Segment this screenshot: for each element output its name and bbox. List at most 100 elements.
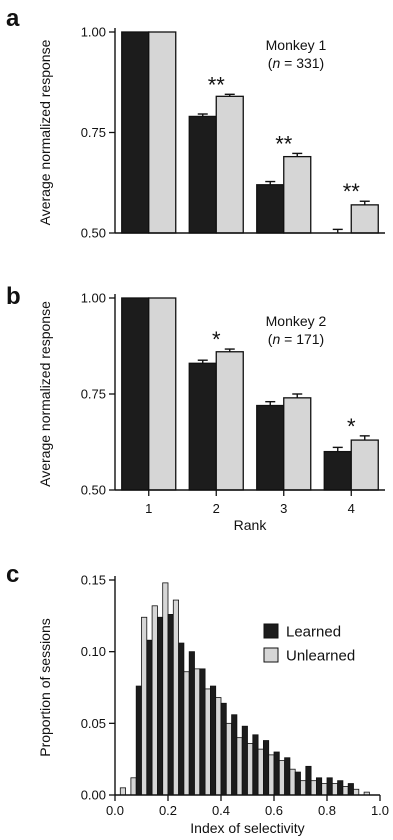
hist-bar-learned-7 <box>188 651 195 796</box>
x-tick-label-c-3: 0.6 <box>265 803 283 818</box>
legend-label-unlearned: Unlearned <box>286 648 355 665</box>
y-tick-label-b-0: 0.50 <box>81 483 106 498</box>
panel-b-annotation-line1: Monkey 2 <box>266 313 327 329</box>
chart-panel-c: 0.00 0.05 0.10 0.15 0.0 0.2 0.4 0.6 0.8 1.0 Propor… <box>37 573 389 837</box>
hist-bar-unlearned-21 <box>342 786 349 796</box>
hist-bar-unlearned-15 <box>278 760 285 796</box>
hist-bar-unlearned-9 <box>215 697 222 796</box>
chart-panel-a: 0.50 0.75 1.00 ** ** ** Average normalized res… <box>37 25 385 241</box>
significance-a-4: ** <box>343 179 361 204</box>
hist-bar-learned-2 <box>135 685 142 796</box>
significance-b-4: * <box>347 414 356 439</box>
significance-a-2: ** <box>208 72 226 97</box>
y-axis-label-a: Average normalized response <box>37 39 53 225</box>
legend-label-learned: Learned <box>286 624 341 641</box>
x-tick-label-c-2: 0.4 <box>212 803 230 818</box>
hist-bar-learned-19 <box>315 777 323 796</box>
hist-bar-learned-21 <box>337 780 344 796</box>
bar-a-learned-2 <box>188 115 217 234</box>
bar-b-learned-4 <box>323 450 352 491</box>
legend-swatch-unlearned <box>263 647 279 663</box>
y-tick-label-c-3: 0.15 <box>81 573 106 588</box>
y-tick-label-b-1: 0.75 <box>81 387 106 402</box>
panel-b-annotation-n: n <box>272 331 280 347</box>
bar-b-unlearned-4 <box>350 439 379 491</box>
hist-bar-unlearned-4 <box>162 582 169 796</box>
hist-bar-learned-9 <box>209 685 217 796</box>
hist-bar-learned-20 <box>326 777 333 796</box>
hist-bar-learned-5 <box>167 614 174 796</box>
x-tick-label-c-0: 0.0 <box>106 803 124 818</box>
bar-a-unlearned-1 <box>148 31 177 234</box>
panel-a-annotation-rest: = 331) <box>280 55 324 71</box>
panel-a-annotation-n: n <box>272 55 280 71</box>
bar-a-learned-1 <box>121 31 150 234</box>
hist-bar-learned-14 <box>262 740 270 796</box>
hist-bar-unlearned-1 <box>130 777 137 796</box>
x-axis-label-b: Rank <box>234 517 268 533</box>
hist-bar-learned-17 <box>294 771 301 796</box>
bar-a-unlearned-2 <box>215 95 244 234</box>
hist-bar-unlearned-8 <box>204 688 211 796</box>
bar-a-unlearned-4 <box>350 204 379 234</box>
hist-bar-learned-8 <box>199 668 206 796</box>
y-tick-label-a-2: 1.00 <box>81 25 106 40</box>
y-tick-label-b-2: 1.00 <box>81 291 106 306</box>
x-tick-label-b-3: 3 <box>280 501 287 516</box>
y-tick-label-a-0: 0.50 <box>81 226 106 241</box>
hist-bar-learned-10 <box>220 702 227 796</box>
panel-letter-c: c <box>6 561 19 588</box>
x-tick-label-c-4: 0.8 <box>318 803 336 818</box>
hist-bar-learned-4 <box>156 616 164 796</box>
x-axis-label-c: Index of selectivity <box>190 820 304 836</box>
y-axis-label-b: Average normalized response <box>37 301 53 487</box>
hist-bar-learned-18 <box>305 765 312 796</box>
x-tick-label-b-4: 4 <box>348 501 355 516</box>
y-tick-label-c-2: 0.10 <box>81 644 106 659</box>
bar-b-unlearned-2 <box>215 351 244 491</box>
hist-bar-unlearned-10 <box>225 722 233 796</box>
bar-b-learned-3 <box>256 404 285 491</box>
hist-bar-unlearned-11 <box>236 737 243 796</box>
hist-bar-learned-13 <box>252 734 259 796</box>
y-tick-label-c-0: 0.00 <box>81 788 106 803</box>
x-tick-label-b-2: 2 <box>213 501 220 516</box>
legend-swatch-learned <box>263 623 279 639</box>
hist-bar-learned-15 <box>273 751 280 796</box>
hist-bar-unlearned-19 <box>321 783 328 796</box>
y-axis-label-c: Proportion of sessions <box>37 618 53 757</box>
hist-bar-unlearned-2 <box>141 616 148 796</box>
panel-b-annotation-line2: (n = 171) <box>268 331 324 347</box>
panel-a-annotation-line1: Monkey 1 <box>266 37 327 53</box>
hist-bar-learned-3 <box>146 639 153 796</box>
hist-bar-unlearned-18 <box>310 780 317 796</box>
hist-bar-unlearned-17 <box>300 780 307 796</box>
panel-letter-a: a <box>6 5 20 32</box>
bar-a-learned-3 <box>256 184 285 234</box>
hist-bar-learned-12 <box>241 725 248 796</box>
chart-panel-b: 0.50 0.75 1.00 1 * 2 3 * 4 Average normalized res… <box>37 291 385 533</box>
bar-b-unlearned-1 <box>148 297 177 491</box>
significance-a-3: ** <box>275 131 293 156</box>
hist-bar-unlearned-3 <box>151 605 158 796</box>
panel-b-annotation-rest: = 171) <box>280 331 324 347</box>
hist-bar-unlearned-12 <box>247 743 254 796</box>
hist-bar-learned-16 <box>284 757 291 796</box>
panel-a-annotation-line2: (n = 331) <box>268 55 324 71</box>
x-tick-label-c-1: 0.2 <box>159 803 177 818</box>
hist-bar-learned-22 <box>347 783 354 796</box>
hist-bar-learned-6 <box>178 642 185 796</box>
hist-bar-unlearned-20 <box>331 783 338 796</box>
bar-b-learned-1 <box>121 297 150 491</box>
y-tick-label-a-1: 0.75 <box>81 125 106 140</box>
significance-b-2: * <box>212 327 221 352</box>
hist-bar-unlearned-13 <box>257 748 264 796</box>
hist-bar-unlearned-6 <box>183 671 190 796</box>
hist-bar-unlearned-5 <box>172 599 180 796</box>
hist-bar-unlearned-22 <box>353 788 360 796</box>
x-tick-label-b-1: 1 <box>145 501 152 516</box>
hist-bar-unlearned-14 <box>268 754 275 796</box>
panel-letter-b: b <box>6 283 21 310</box>
bar-b-unlearned-3 <box>283 397 312 491</box>
hist-bar-unlearned-0 <box>119 787 127 796</box>
